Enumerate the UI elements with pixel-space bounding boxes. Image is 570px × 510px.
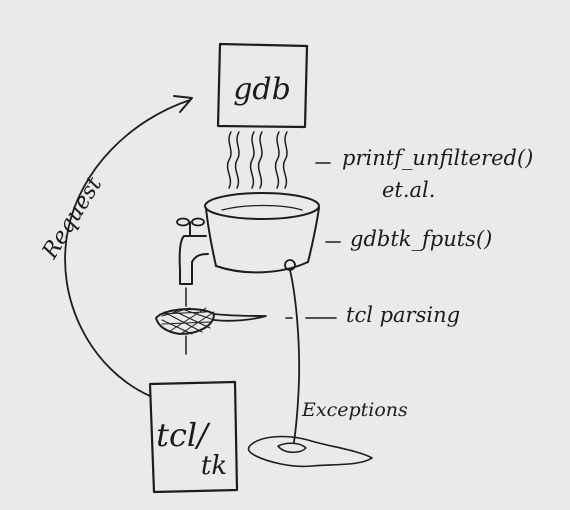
annotations: printf_unfiltered() et.al. gdbtk_fputs()… xyxy=(285,146,533,421)
faucet xyxy=(176,217,209,307)
bucket xyxy=(204,192,320,274)
tcl-tk-box: tcl/ tk xyxy=(148,380,239,494)
exceptions-puddle xyxy=(247,435,373,468)
gdb-box-label: gdb xyxy=(233,72,291,107)
printf-label: printf_unfiltered() xyxy=(342,146,533,170)
exceptions-label: Exceptions xyxy=(301,399,408,421)
fputs-label: gdbtk_fputs() xyxy=(350,227,492,251)
tcl-box-label: tcl/ xyxy=(156,416,211,454)
tcl-parsing-label: tcl parsing xyxy=(346,303,460,327)
output-streams xyxy=(226,131,288,189)
strainer xyxy=(155,307,267,355)
etal-label: et.al. xyxy=(382,178,435,202)
leak-stream xyxy=(284,259,301,443)
tk-box-label: tk xyxy=(201,451,227,481)
gdb-box: gdb xyxy=(216,42,309,129)
